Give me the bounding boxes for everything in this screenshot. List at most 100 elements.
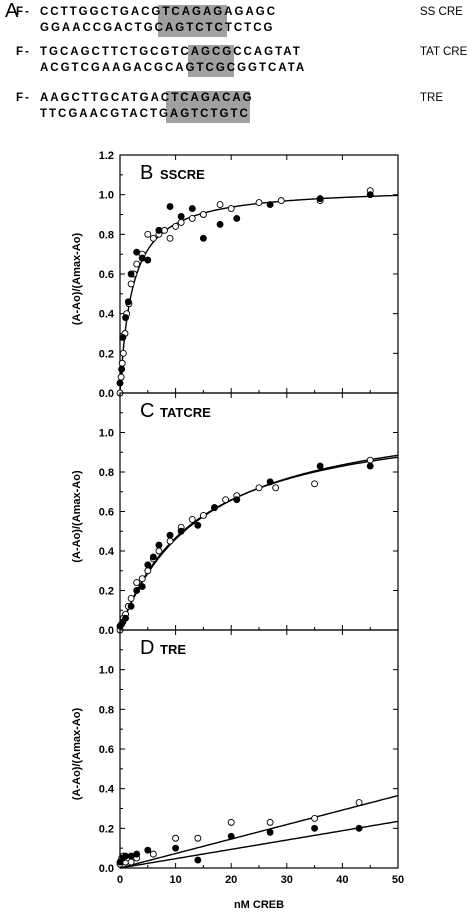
x-tick-label: 0 — [117, 874, 123, 886]
data-point-filled — [119, 334, 127, 341]
sequence-bottom-strand: TTCGAACGTACTGAGTCTGTC — [40, 108, 250, 120]
y-tick-label: 0.6 — [99, 507, 114, 519]
y-tick-label: 0.8 — [99, 467, 114, 479]
data-point-filled — [144, 256, 152, 264]
data-point-filled — [127, 602, 135, 610]
data-point-filled — [366, 462, 374, 470]
data-point-filled — [127, 852, 135, 860]
data-point-filled — [177, 213, 185, 220]
panel-letter: B — [140, 162, 153, 184]
panel-letter: C — [140, 400, 154, 422]
y-tick-label: 1.0 — [99, 190, 114, 202]
data-point-filled — [266, 201, 274, 209]
y-tick-label: 1.0 — [99, 428, 114, 440]
fit-curve — [119, 794, 399, 869]
data-point-open — [177, 218, 185, 226]
x-tick-label: 30 — [281, 874, 293, 886]
panel-title: TRE — [160, 642, 186, 657]
data-point-open — [166, 537, 174, 545]
data-point-filled — [138, 583, 146, 590]
sequence-top-strand: TGCAGCTTCTGCGTCAGCGCCAGTAT — [40, 46, 302, 58]
y-tick-label: 0.8 — [99, 704, 114, 716]
data-point-open — [255, 199, 263, 207]
data-point-open — [216, 201, 224, 209]
data-point-open — [188, 515, 196, 523]
y-tick-label: 0.6 — [99, 269, 114, 281]
data-point-open — [194, 834, 202, 842]
y-tick-label: 1.2 — [99, 150, 114, 162]
y-tick-label: 0.0 — [99, 863, 114, 875]
data-point-open — [155, 547, 163, 555]
y-axis-label: (A-Ao)/(Amax-Ao) — [71, 708, 83, 801]
data-point-filled — [127, 270, 135, 278]
chart-panel-b: 0.0 0.2 0.4 0.6 0.8 1.0 1.2 B SSCRE (A-Ao)/(Amax-… — [71, 150, 399, 400]
data-point-filled — [211, 504, 218, 511]
data-point-open — [227, 205, 235, 213]
sequence-name: SS CRE — [420, 6, 463, 18]
data-point-filled — [149, 553, 157, 561]
data-point-filled — [199, 234, 207, 242]
data-point-open — [127, 594, 135, 602]
sequence-name: TRE — [420, 92, 443, 104]
sequence-top-strand: AAGCTTGCATGACTCAGACAG — [40, 92, 254, 104]
highlight-box — [166, 91, 250, 123]
data-point-filled — [194, 521, 202, 529]
sequence-prefix: F- — [16, 46, 31, 58]
data-point-open — [172, 834, 180, 842]
data-point-open — [144, 230, 152, 238]
data-point-filled — [233, 496, 241, 504]
data-point-open — [144, 567, 152, 575]
data-point-open — [127, 280, 135, 288]
chart-panel-c: 0.0 0.2 0.4 0.6 0.8 1.0 C TATCRE (A-Ao)/(Amax-Ao… — [71, 392, 399, 637]
y-tick-label: 0.4 — [99, 784, 115, 796]
data-point-filled — [133, 248, 141, 256]
highlight-box — [158, 5, 227, 37]
data-point-open — [311, 814, 319, 822]
y-tick-label: 0.0 — [99, 625, 114, 637]
data-point-filled — [133, 850, 141, 858]
data-point-filled — [122, 614, 130, 622]
data-point-open — [166, 234, 174, 242]
data-point-open — [188, 215, 196, 222]
sequence-name: TAT CRE — [420, 46, 468, 58]
data-point-filled — [133, 587, 141, 594]
data-point-filled — [122, 852, 130, 860]
y-tick-label: 0.4 — [99, 309, 115, 321]
y-tick-label: 0.8 — [99, 229, 114, 241]
chart-panel-d: 0.0 0.2 0.4 0.6 0.8 1.0 0 10 20 30 40 50 D TRE (A-Ao)/… — [71, 629, 404, 911]
data-point-filled — [216, 220, 224, 228]
data-point-filled — [138, 254, 146, 262]
data-point-filled — [177, 527, 185, 535]
data-point-open — [127, 858, 135, 866]
data-point-filled — [366, 191, 374, 199]
fit-curve — [119, 194, 399, 394]
y-tick-label: 0.2 — [99, 348, 114, 360]
sequence-prefix: F- — [16, 92, 31, 104]
y-axis-label: (A-Ao)/(Amax-Ao) — [71, 233, 83, 326]
fit-curve — [119, 820, 399, 869]
fit-curve — [119, 454, 399, 631]
sequence-bottom-strand: ACGTCGAAGACGCAGTCGCGGTCATA — [40, 62, 307, 74]
sequence-bottom-strand: GGAACCGACTGCAGTCTCTCTCG — [40, 22, 275, 34]
panel-letter-a: A — [5, 0, 19, 22]
data-point-filled — [144, 561, 152, 569]
x-tick-label: 40 — [336, 874, 348, 886]
data-point-open — [119, 349, 127, 357]
data-point-filled — [122, 314, 130, 322]
x-tick-label: 50 — [392, 874, 404, 886]
y-tick-label: 0.4 — [99, 546, 115, 558]
x-tick-label: 20 — [225, 874, 237, 886]
y-tick-label: 1.0 — [99, 665, 114, 677]
sequence-panel: A F- CCTTGGCTGACGTCAGAGAGAGC GGAACCGACTGCA… — [0, 0, 474, 140]
data-point-open — [277, 197, 285, 205]
panel-title: TATCRE — [160, 405, 211, 420]
data-point-open — [161, 226, 168, 234]
panel-title: SSCRE — [160, 167, 205, 182]
plot-frame — [119, 154, 399, 394]
data-point-open — [118, 359, 126, 367]
sequence-top-strand: CCTTGGCTGACGTCAGAGAGAGC — [40, 6, 278, 18]
panel-letter: D — [140, 637, 154, 659]
sequence-prefix: F- — [16, 6, 31, 18]
data-point-open — [172, 222, 180, 230]
